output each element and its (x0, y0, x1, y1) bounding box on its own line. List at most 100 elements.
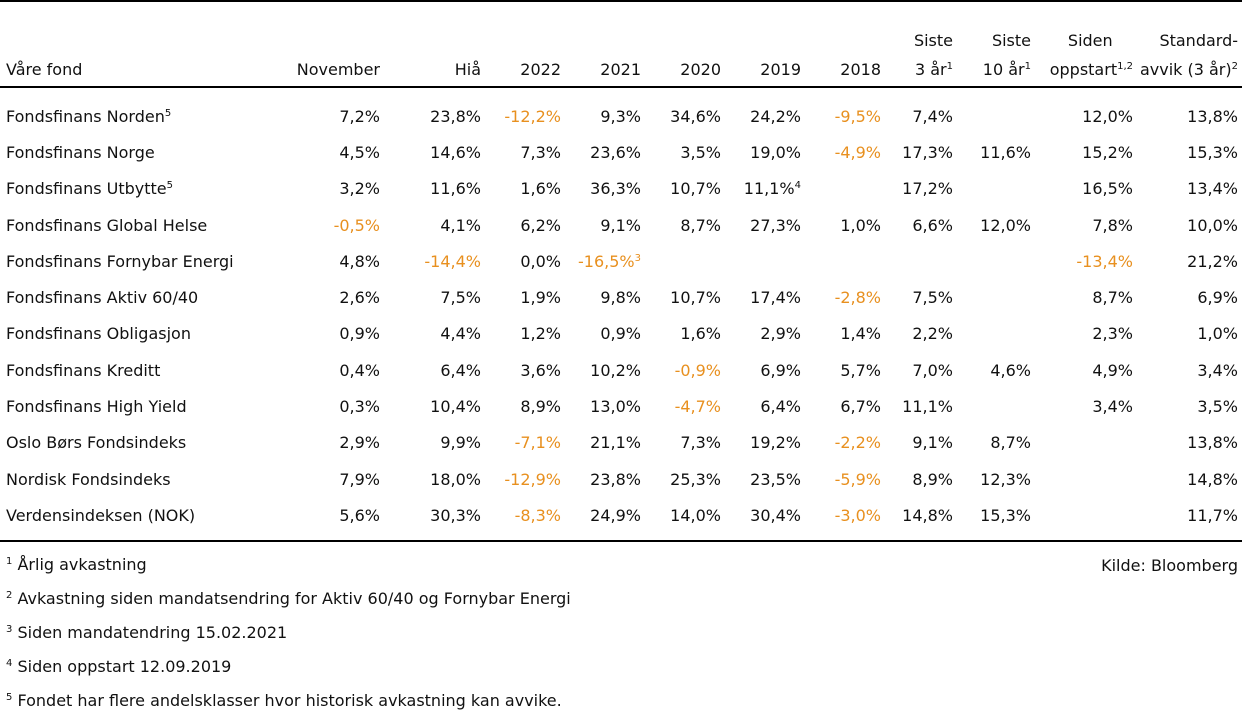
value-cell: 17,4% (750, 288, 801, 308)
top-rule (0, 0, 1242, 2)
value-cell: 10,0% (1187, 215, 1238, 235)
value-cell: 11,1%4 (743, 179, 801, 199)
value-cell: -2,8% (834, 288, 881, 308)
header-row: Våre fond November Hiå 2022 2021 2020 20… (0, 26, 1242, 87)
value-cell: 6,7% (840, 397, 881, 417)
fund-name: Verdensindeksen (NOK) (6, 505, 196, 525)
value-cell: 30,3% (430, 505, 481, 525)
value-cell: 36,3% (590, 179, 641, 199)
footnote: 1 Årlig avkastning (6, 555, 147, 574)
value-cell: -13,4% (1076, 251, 1133, 271)
value-cell: 1,9% (520, 288, 561, 308)
value-cell: -7,1% (514, 433, 561, 453)
value-cell: 10,7% (670, 288, 721, 308)
table-row: Fondsfinans Global Helse -0,5% 4,1% 6,2% 9,1… (0, 207, 1242, 243)
value-cell: 15,3% (980, 505, 1031, 525)
value-cell (725, 243, 805, 279)
value-cell: 12,0% (1082, 106, 1133, 126)
value-cell: 9,8% (600, 288, 641, 308)
footnotes: 1 Årlig avkastning 2 Avkastning siden man… (6, 552, 571, 722)
value-cell: 7,3% (680, 433, 721, 453)
value-cell: 11,1% (902, 397, 953, 417)
value-cell: 17,3% (902, 142, 953, 162)
value-cell: 10,4% (430, 397, 481, 417)
value-cell (957, 279, 1035, 315)
value-cell: 1,0% (840, 215, 881, 235)
value-cell (957, 243, 1035, 279)
value-cell: -4,7% (674, 397, 721, 417)
value-cell: 4,6% (990, 360, 1031, 380)
value-cell: -16,5%3 (578, 251, 641, 271)
value-cell: 7,3% (520, 142, 561, 162)
value-cell: 4,4% (440, 324, 481, 344)
value-cell: 8,7% (1092, 288, 1133, 308)
value-cell (1035, 497, 1137, 540)
value-cell: 23,8% (590, 469, 641, 489)
fund-name: Fondsfinans Fornybar Energi (6, 251, 234, 271)
value-cell: -12,2% (504, 106, 561, 126)
table-row: Fondsfinans Utbytte5 3,2% 11,6% 1,6% 36,3% 10… (0, 171, 1242, 207)
footnote: 2 Avkastning siden mandatsendring for Ak… (6, 589, 571, 608)
table-row: Nordisk Fondsindeks 7,9% 18,0% -12,9% 23,8% 2… (0, 461, 1242, 497)
returns-table: Våre fond November Hiå 2022 2021 2020 20… (0, 26, 1242, 542)
value-cell: 4,8% (339, 251, 380, 271)
header-2021: 2021 (600, 60, 641, 79)
value-cell: 4,1% (440, 215, 481, 235)
table-row: Oslo Børs Fondsindeks 2,9% 9,9% -7,1% 21,1% 7… (0, 425, 1242, 461)
value-cell: 0,3% (339, 397, 380, 417)
value-cell: -8,3% (514, 505, 561, 525)
value-cell: 6,4% (440, 360, 481, 380)
value-cell: 2,6% (339, 288, 380, 308)
value-cell: 4,5% (339, 142, 380, 162)
value-cell: 25,3% (670, 469, 721, 489)
table-row: Fondsfinans Norden5 7,2% 23,8% -12,2% 9,3% 34… (0, 87, 1242, 134)
value-cell: 7,4% (912, 106, 953, 126)
header-standardavvik: Standard-avvik (3 år)2 (1139, 31, 1238, 79)
value-cell: 9,1% (600, 215, 641, 235)
value-cell: 3,4% (1092, 397, 1133, 417)
value-cell: 5,6% (339, 505, 380, 525)
value-cell: 21,2% (1187, 251, 1238, 271)
value-cell: 15,2% (1082, 142, 1133, 162)
value-cell: 3,2% (339, 179, 380, 199)
header-november: November (296, 60, 380, 79)
value-cell: 17,2% (902, 179, 953, 199)
fund-name: Fondsfinans Norge (6, 142, 155, 162)
footnote: 5 Fondet har flere andelsklasser hvor hi… (6, 691, 562, 710)
value-cell: 16,5% (1082, 179, 1133, 199)
value-cell: 7,8% (1092, 215, 1133, 235)
value-cell: 19,2% (750, 433, 801, 453)
value-cell: -2,2% (834, 433, 881, 453)
value-cell (645, 243, 725, 279)
table-row: Verdensindeksen (NOK) 5,6% 30,3% -8,3% 24,9%… (0, 497, 1242, 540)
value-cell (805, 171, 885, 207)
value-cell: 24,2% (750, 106, 801, 126)
value-cell: 3,5% (1197, 397, 1238, 417)
value-cell: 13,0% (590, 397, 641, 417)
value-cell: 2,9% (339, 433, 380, 453)
value-cell (957, 316, 1035, 352)
value-cell: 11,6% (980, 142, 1031, 162)
value-cell: 11,6% (430, 179, 481, 199)
value-cell: 1,4% (840, 324, 881, 344)
footnote: 3 Siden mandatendring 15.02.2021 (6, 623, 288, 642)
value-cell: 27,3% (750, 215, 801, 235)
value-cell: 34,6% (670, 106, 721, 126)
value-cell: 3,6% (520, 360, 561, 380)
value-cell: -9,5% (834, 106, 881, 126)
value-cell: -0,5% (333, 215, 380, 235)
table-row: Fondsfinans Fornybar Energi 4,8% -14,4% 0,0… (0, 243, 1242, 279)
value-cell: 0,9% (600, 324, 641, 344)
value-cell: 4,9% (1092, 360, 1133, 380)
value-cell: 9,1% (912, 433, 953, 453)
value-cell: 9,9% (440, 433, 481, 453)
header-2019: 2019 (760, 60, 801, 79)
value-cell: 6,9% (1197, 288, 1238, 308)
value-cell: 7,5% (912, 288, 953, 308)
value-cell: 7,5% (440, 288, 481, 308)
value-cell: 1,2% (520, 324, 561, 344)
value-cell: -4,9% (834, 142, 881, 162)
table-row: Fondsfinans Aktiv 60/40 2,6% 7,5% 1,9% 9,8% 1… (0, 279, 1242, 315)
value-cell: 14,8% (1187, 469, 1238, 489)
value-cell: 8,7% (680, 215, 721, 235)
